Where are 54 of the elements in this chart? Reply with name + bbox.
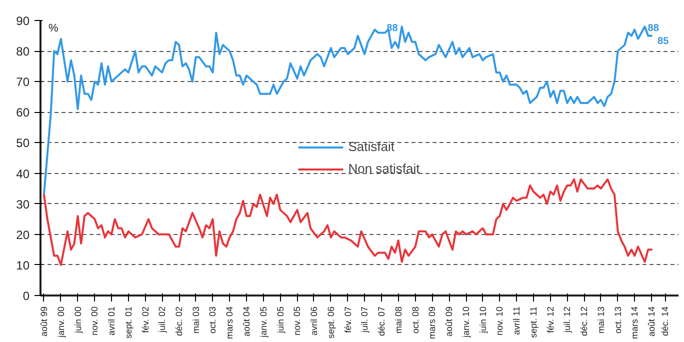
x-tick-label: août 09 [444, 306, 454, 337]
x-tick-label: fév. 02 [140, 306, 150, 333]
x-tick-label: juil. 07 [360, 306, 370, 334]
x-tick-label: juin 05 [275, 306, 286, 334]
x-tick-label: déc. 12 [579, 306, 590, 336]
y-tick-label: 60 [16, 106, 30, 120]
x-tick-label: juil. 12 [562, 306, 572, 334]
x-tick-label: oct. 08 [410, 306, 420, 334]
annotation: 88 [648, 23, 660, 34]
y-tick-label: 70 [16, 75, 30, 90]
x-tick-label: fév. 07 [342, 306, 353, 333]
x-tick-label: juil. 02 [157, 306, 168, 334]
x-tick-label: oct. 13 [612, 306, 623, 334]
x-tick-label: nov. 10 [494, 306, 505, 336]
y-tick-label: 0 [22, 289, 30, 303]
x-tick-label: mars 14 [630, 306, 640, 340]
x-tick-label: juin 00 [72, 306, 83, 334]
x-tick-label: avril 11 [511, 306, 522, 335]
y-tick-label: 50 [16, 136, 30, 150]
x-tick-label: mai 03 [190, 306, 201, 334]
x-tick-label: avril 06 [308, 306, 319, 336]
line-series [42, 178, 653, 266]
y-tick-label: 90 [16, 14, 30, 28]
y-tick-label: 10 [16, 258, 30, 272]
y-tick-label: 20 [16, 228, 30, 242]
x-tick-label: juin 10 [478, 306, 488, 334]
x-tick-label: août 04 [242, 306, 252, 337]
x-tick-label: sept. 06 [326, 306, 336, 339]
x-tick-label: nov. 05 [292, 306, 302, 336]
legend-label: Satisfait [348, 139, 394, 154]
y-tick-label: 80 [16, 44, 30, 59]
x-tick-label: août 14 [646, 306, 657, 337]
x-tick-label: mars 09 [427, 306, 438, 340]
x-tick-label: sept. 11 [528, 306, 538, 338]
x-tick-label: mai 13 [596, 306, 606, 334]
x-tick-label: déc. 14 [660, 306, 670, 336]
x-tick-label: déc. 02 [174, 306, 184, 336]
x-tick-label: fév. 12 [545, 306, 556, 333]
x-tick-label: déc. 07 [376, 306, 387, 336]
y-axis-title: % [48, 22, 58, 34]
y-tick-label: 40 [16, 166, 30, 181]
x-tick-label: janv. 10 [461, 306, 472, 338]
legend-label: Non satisfait [348, 161, 420, 176]
x-tick-label: mars 04 [224, 306, 235, 340]
y-tick-label: 30 [16, 197, 30, 212]
annotation: 85 [658, 36, 670, 47]
x-tick-label: août 99 [38, 306, 49, 337]
x-tick-label: janv. 00 [56, 306, 66, 338]
x-tick-label: mai 08 [393, 306, 404, 334]
x-tick-label: nov. 00 [90, 306, 100, 336]
x-tick-label: janv. 05 [258, 306, 269, 338]
x-tick-label: avril 01 [106, 306, 116, 336]
x-tick-label: oct. 03 [208, 306, 218, 334]
x-tick-label: sept. 01 [123, 306, 134, 339]
